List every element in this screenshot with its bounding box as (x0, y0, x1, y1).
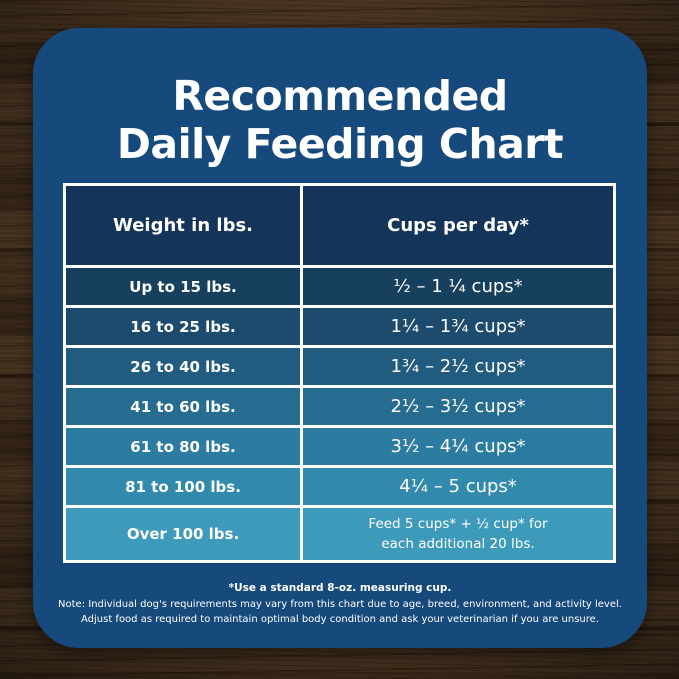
weight-cell: Up to 15 lbs. (63, 265, 303, 308)
chart-card: Recommended Daily Feeding Chart Weight i… (33, 28, 647, 648)
adjust-note: Adjust food as required to maintain opti… (80, 614, 599, 625)
cups-line-1: Feed 5 cups* + ½ cup* for (368, 516, 548, 532)
feeding-table: Weight in lbs. Cups per day* Up to 15 lb… (63, 183, 616, 563)
cups-cell: 3½ – 4¼ cups* (300, 425, 616, 468)
cups-cell: ½ – 1 ¼ cups* (300, 265, 616, 308)
weight-cell: 41 to 60 lbs. (63, 385, 303, 428)
table-row: Up to 15 lbs. ½ – 1 ¼ cups* (63, 265, 616, 308)
cups-cell: 2½ – 3½ cups* (300, 385, 616, 428)
table-row: 26 to 40 lbs. 1¾ – 2½ cups* (63, 345, 616, 388)
table-row: Over 100 lbs. Feed 5 cups* + ½ cup* for … (63, 505, 616, 563)
variance-note: Note: Individual dog's requirements may … (58, 598, 622, 610)
cups-cell: 1¾ – 2½ cups* (300, 345, 616, 388)
measuring-cup-note: *Use a standard 8-oz. measuring cup. (228, 582, 452, 594)
header-row: Weight in lbs. Cups per day* (63, 183, 616, 268)
weight-cell: 61 to 80 lbs. (63, 425, 303, 468)
weight-cell: 16 to 25 lbs. (63, 305, 303, 348)
table-row: 16 to 25 lbs. 1¼ – 1¾ cups* (63, 305, 616, 348)
weight-cell: Over 100 lbs. (63, 505, 303, 563)
footnotes: *Use a standard 8-oz. measuring cup. Not… (40, 581, 640, 628)
weight-cell: 26 to 40 lbs. (63, 345, 303, 388)
page-title: Recommended Daily Feeding Chart (33, 72, 647, 168)
col-header-cups: Cups per day* (300, 183, 616, 268)
cups-cell: 4¼ – 5 cups* (300, 465, 616, 508)
col-header-weight: Weight in lbs. (63, 183, 303, 268)
title-line-2: Daily Feeding Chart (116, 120, 564, 168)
cups-cell: Feed 5 cups* + ½ cup* for each additiona… (300, 505, 616, 563)
table-row: 61 to 80 lbs. 3½ – 4¼ cups* (63, 425, 616, 468)
weight-cell: 81 to 100 lbs. (63, 465, 303, 508)
cups-cell: 1¼ – 1¾ cups* (300, 305, 616, 348)
table-row: 81 to 100 lbs. 4¼ – 5 cups* (63, 465, 616, 508)
cups-line-2: each additional 20 lbs. (381, 536, 535, 552)
table-row: 41 to 60 lbs. 2½ – 3½ cups* (63, 385, 616, 428)
title-line-1: Recommended (172, 72, 508, 120)
